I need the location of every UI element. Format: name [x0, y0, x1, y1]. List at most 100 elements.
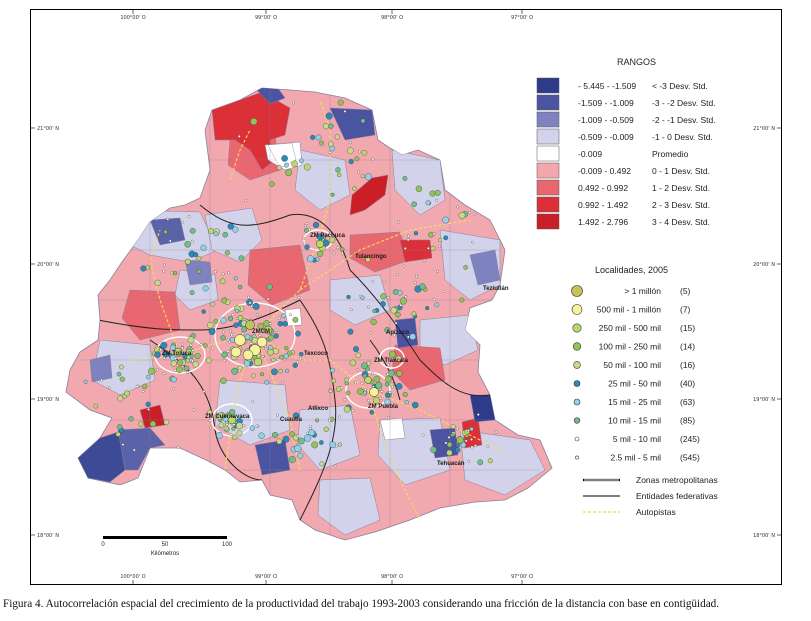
locality-dot: [162, 350, 169, 358]
locality-dot: [148, 367, 156, 375]
locality-dot: [189, 343, 193, 347]
locality-dot: [181, 342, 184, 346]
city-symbol: [242, 349, 254, 361]
locality-dot: [277, 330, 281, 334]
locality-dot: [302, 237, 306, 240]
locality-dot: [267, 348, 274, 356]
locality-dot: [296, 360, 299, 364]
locality-dot: [196, 269, 202, 274]
locality-dot: [411, 311, 417, 317]
locality-dot: [304, 228, 309, 233]
locality-dot: [367, 305, 370, 309]
locality-dot: [251, 400, 255, 404]
locality-dot: [147, 408, 150, 411]
locality-dot: [202, 343, 208, 348]
locality-dot: [348, 159, 354, 165]
locality-dot: [233, 276, 238, 281]
city-symbol: [369, 387, 379, 397]
locality-dot: [323, 426, 329, 432]
locality-dot: [379, 396, 382, 400]
rangos-swatch-4: [536, 145, 560, 162]
locality-dot: [330, 192, 335, 197]
locality-dot: [470, 438, 473, 441]
locality-dot: [406, 238, 410, 242]
locality-dot: [343, 406, 351, 413]
locality-dot: [271, 357, 276, 363]
locality-dot: [145, 401, 151, 407]
locality-dot: [387, 369, 395, 377]
locality-dot: [263, 320, 270, 327]
locality-dot: [298, 158, 304, 164]
tick-right-19: 19°00' N: [753, 397, 775, 403]
locality-dot: [163, 263, 166, 267]
label-teziutlan: Teziutlán: [483, 286, 509, 292]
legend-label-zonas: Zonas metropolitanas: [636, 475, 718, 485]
scale-bar: 0 50 100 Kilómetros: [101, 536, 233, 557]
locality-dot: [446, 441, 453, 448]
rangos-range-4: -0.009: [578, 149, 602, 159]
locality-dot: [351, 409, 355, 413]
locality-dot: [380, 301, 386, 307]
scale-label-0: 0: [101, 542, 105, 548]
rangos-desc-7: 2 - 3 Desv. Std.: [652, 200, 710, 210]
locality-dot: [249, 342, 253, 345]
locality-dot: [273, 333, 279, 339]
city-symbol: [456, 436, 464, 444]
locality-dot: [365, 173, 372, 181]
locality-dot: [404, 400, 409, 405]
locality-dot: [186, 371, 190, 374]
locality-dot: [305, 222, 309, 226]
locality-dot: [119, 376, 125, 382]
locality-dot: [287, 350, 293, 356]
locality-dot: [477, 459, 484, 466]
locality-dot: [361, 150, 368, 156]
locality-dot: [360, 382, 364, 385]
legend-label-entidades: Entidades federativas: [636, 491, 718, 501]
locality-dot: [394, 330, 397, 334]
localidad-count-1: (7): [680, 305, 691, 315]
localidad-symbol-8: [574, 436, 580, 442]
highways: [129, 99, 501, 521]
city-symbol: [173, 347, 183, 357]
scale-bar-rect: [103, 536, 227, 539]
locality-dot: [219, 278, 226, 284]
locality-dot: [399, 303, 403, 307]
locality-dot: [121, 443, 125, 446]
locality-dot: [116, 424, 123, 430]
locality-dot: [226, 349, 230, 353]
locality-dot: [211, 346, 215, 350]
label-apizaco: Apizaco: [386, 330, 409, 336]
rangos-swatch-1: [536, 94, 560, 111]
locality-dot: [220, 317, 227, 324]
locality-dot: [249, 425, 255, 431]
locality-dot: [308, 429, 315, 437]
locality-dot: [207, 322, 214, 329]
locality-dot: [271, 368, 278, 376]
locality-dot: [450, 424, 456, 430]
locality-dot: [261, 355, 265, 358]
locality-dot: [340, 251, 344, 255]
locality-dot: [140, 265, 147, 272]
localidad-label-9: 2.5 mil - 5 mil: [610, 453, 661, 463]
rangos-desc-0: < -3 Desv. Std.: [652, 81, 708, 91]
scale-label-50: 50: [162, 542, 169, 548]
locality-dot: [349, 359, 357, 367]
label-cuautla: Cuautla: [280, 417, 303, 423]
locality-dot: [343, 398, 347, 402]
state-borders: [97, 204, 491, 521]
locality-dot: [373, 375, 381, 383]
locality-dot: [238, 255, 245, 262]
locality-dot: [180, 220, 184, 224]
locality-dot: [170, 360, 177, 367]
locality-dot: [138, 421, 144, 427]
locality-dot: [308, 228, 311, 231]
locality-dot: [251, 373, 256, 379]
locality-dot: [494, 430, 498, 434]
locality-dot: [295, 330, 301, 337]
locality-dot: [227, 315, 234, 322]
locality-dot: [255, 424, 259, 428]
locality-dot: [168, 239, 172, 243]
locality-dot: [476, 413, 480, 416]
city-symbol: [263, 325, 273, 335]
locality-dot: [244, 333, 251, 340]
